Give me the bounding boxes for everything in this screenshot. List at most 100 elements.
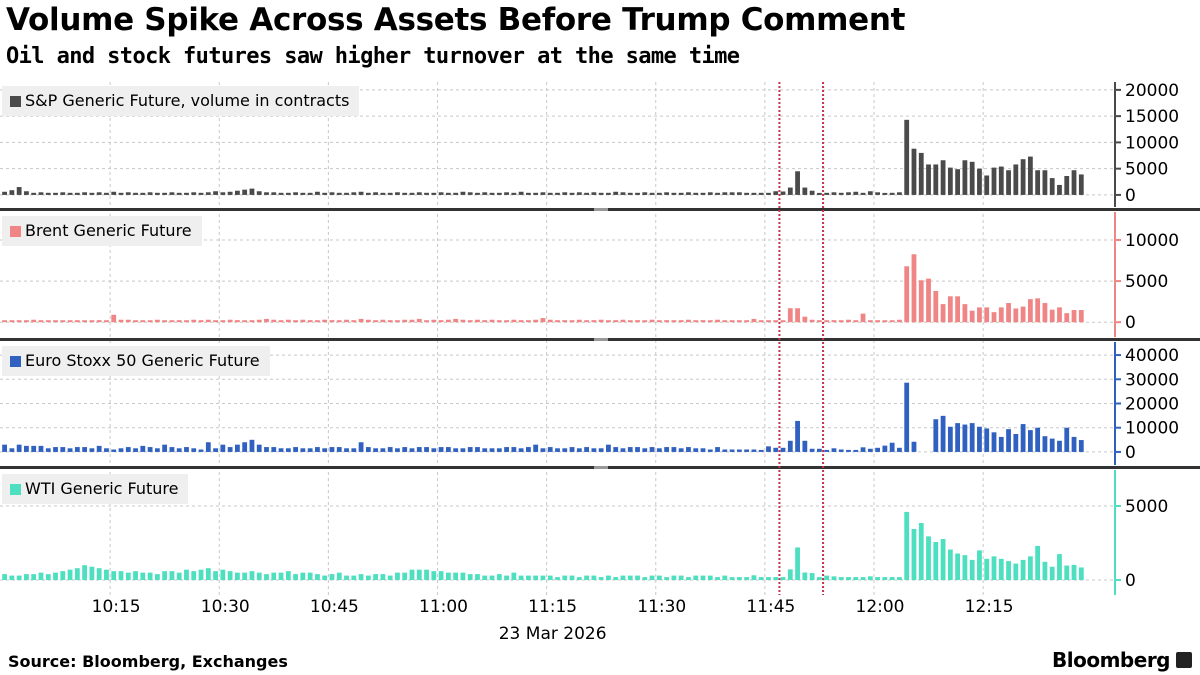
volume-bar [285, 192, 291, 195]
volume-bar [918, 523, 924, 581]
volume-bar [780, 577, 786, 581]
volume-bar [715, 192, 720, 195]
volume-bar [162, 320, 168, 323]
volume-bar [60, 571, 66, 581]
volume-bar [169, 447, 175, 452]
volume-bar [744, 192, 750, 195]
volume-bar [678, 320, 684, 323]
volume-bar [242, 442, 248, 452]
volume-bar [831, 192, 837, 195]
volume-bar [351, 192, 357, 195]
volume-bar [53, 320, 58, 323]
volume-bar [53, 572, 58, 581]
volume-bar [998, 558, 1004, 581]
volume-bar [213, 448, 218, 452]
volume-bar [773, 447, 779, 452]
volume-bar [540, 448, 546, 452]
volume-bar [409, 448, 415, 452]
volume-bar [838, 320, 844, 323]
volume-bar [365, 319, 371, 323]
volume-bar [882, 445, 888, 452]
volume-bar [962, 424, 968, 452]
volume-bar [780, 320, 786, 323]
volume-bar [256, 319, 262, 323]
volume-bar [795, 171, 800, 195]
volume-bar [678, 575, 684, 581]
volume-bar [496, 448, 502, 452]
volume-bar [722, 575, 728, 581]
bloomberg-chart-icon [1176, 652, 1192, 668]
volume-bar [373, 448, 379, 452]
volume-bar [620, 575, 626, 581]
volume-bar [74, 568, 80, 581]
volume-bar [24, 574, 29, 581]
legend-swatch [10, 226, 21, 237]
volume-bar [38, 192, 44, 195]
volume-bar [278, 448, 284, 452]
volume-bar [947, 296, 953, 323]
volume-bar [380, 574, 386, 581]
volume-bar [555, 577, 560, 581]
x-tick-label: 11:45 [746, 597, 796, 617]
volume-bar [475, 192, 480, 195]
volume-bar [1027, 156, 1033, 195]
volume-bar [358, 574, 364, 581]
volume-bar [293, 574, 298, 581]
volume-bar [860, 313, 866, 323]
volume-bar [642, 448, 648, 452]
volume-bar [24, 191, 29, 195]
volume-bar [336, 447, 342, 452]
volume-bar [402, 572, 408, 581]
volume-bar [24, 320, 29, 323]
volume-bar [445, 572, 451, 581]
volume-bar [125, 447, 131, 452]
volume-bar [489, 319, 495, 323]
volume-bar [518, 575, 524, 581]
volume-bar [293, 192, 298, 195]
volume-bar [722, 192, 728, 195]
panel-resize-handle [594, 208, 608, 211]
volume-bar [307, 572, 313, 581]
volume-bar [147, 320, 153, 323]
volume-bar [889, 320, 895, 323]
volume-bar [817, 448, 822, 452]
volume-bar [787, 308, 793, 323]
volume-bar [686, 319, 691, 323]
volume-bar [707, 320, 713, 323]
volume-bar [96, 320, 102, 323]
volume-bar [133, 571, 138, 581]
volume-bar [264, 574, 269, 581]
volume-bar [235, 444, 240, 452]
volume-bar [736, 449, 742, 452]
volume-bar [45, 574, 51, 581]
x-tick-label: 11:30 [637, 597, 687, 617]
volume-bar [467, 192, 473, 195]
volume-bar [926, 278, 931, 323]
volume-bar [67, 448, 73, 452]
volume-bar [627, 447, 633, 452]
volume-bar [380, 192, 386, 195]
volume-bar [424, 569, 429, 581]
volume-bar [1057, 440, 1062, 452]
volume-bar [184, 447, 189, 452]
volume-bar [547, 319, 553, 323]
volume-bar [373, 574, 379, 581]
volume-bar [89, 192, 95, 195]
volume-bar [751, 449, 757, 452]
volume-bar [31, 192, 37, 195]
volume-bar [787, 440, 793, 452]
volume-bar [409, 192, 415, 195]
volume-bar [875, 447, 880, 452]
volume-bar [947, 549, 953, 581]
volume-bar [387, 575, 393, 581]
volume-bar [2, 320, 8, 323]
volume-bar [635, 192, 640, 195]
volume-bar [213, 571, 218, 581]
volume-bar [111, 191, 117, 195]
volume-bar [751, 575, 757, 581]
volume-bar [947, 167, 953, 195]
volume-bar [387, 320, 393, 323]
volume-bar [176, 320, 182, 323]
volume-bar [1078, 440, 1084, 452]
volume-bar [184, 569, 189, 581]
